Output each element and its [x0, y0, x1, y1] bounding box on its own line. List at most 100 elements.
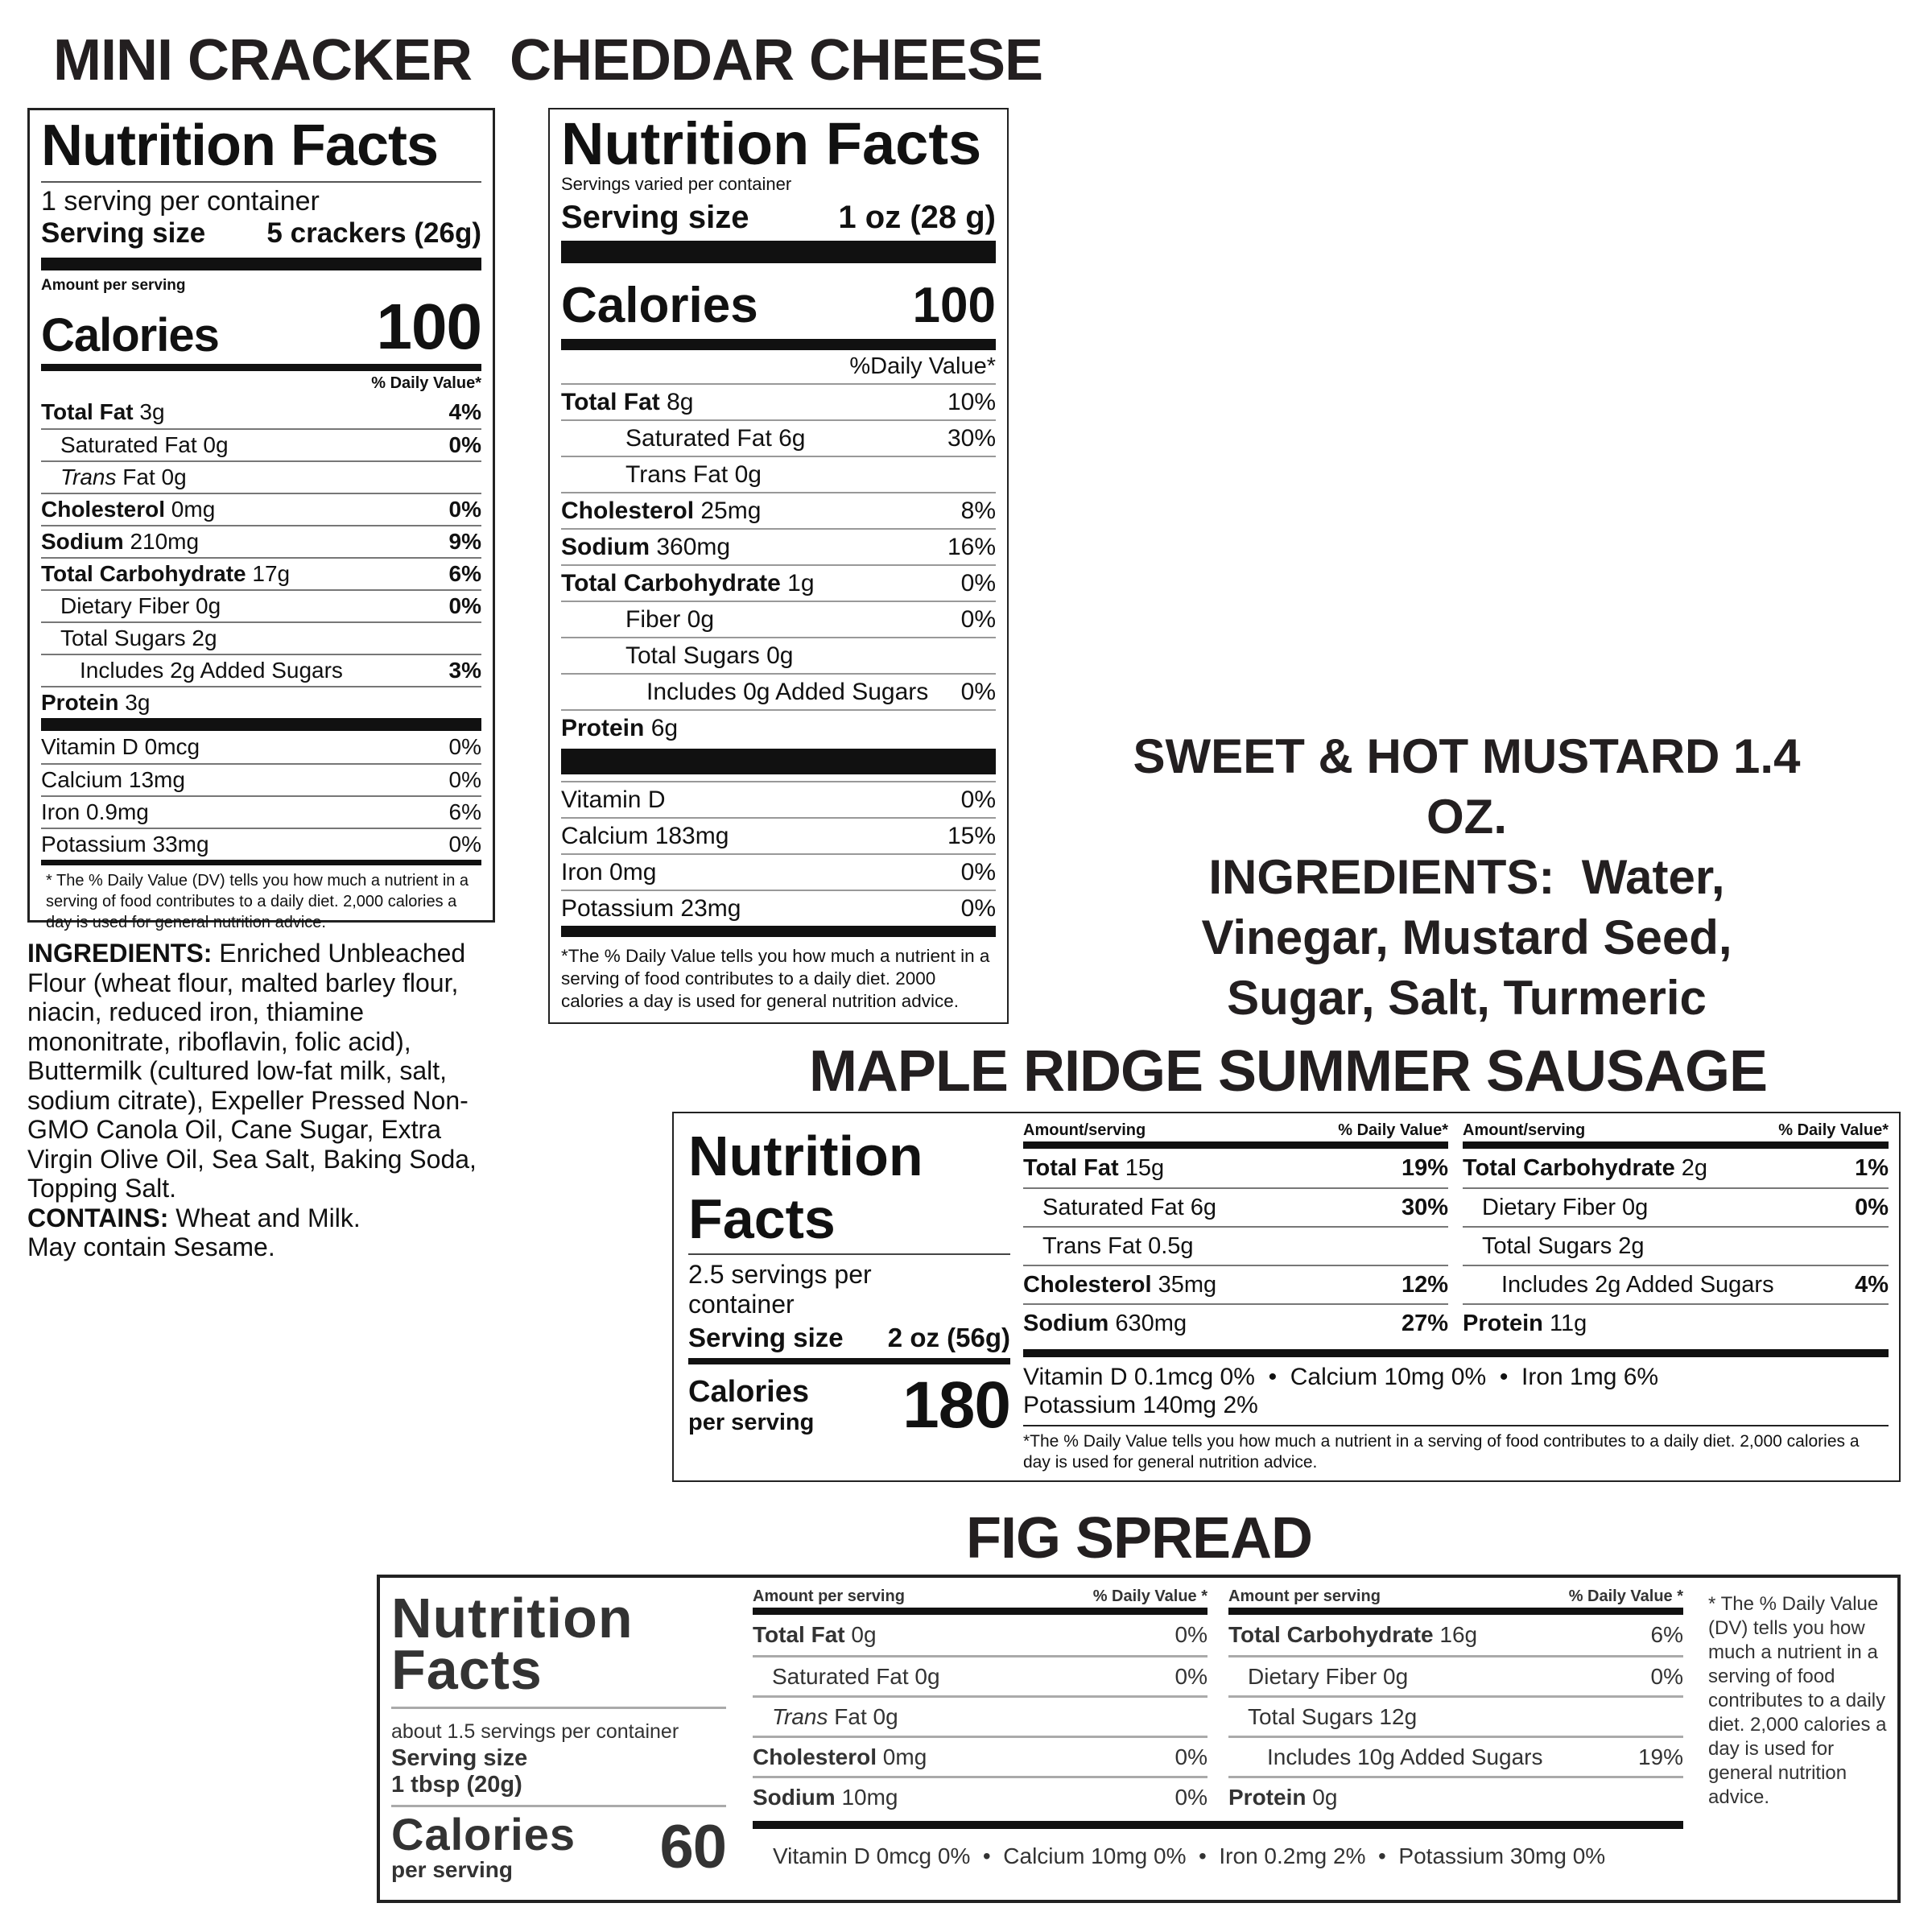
serving-size-label: Serving size [561, 200, 749, 235]
nutrient-text: Fat 0g [116, 464, 187, 489]
nutrient-name: Fiber 0g [625, 606, 714, 634]
thick-divider [1023, 1349, 1889, 1357]
nutrient-name: Potassium 33mg [41, 832, 209, 857]
daily-value-percent: 16% [947, 533, 996, 560]
nutrient-row: Total Fat 15g 19% [1023, 1149, 1448, 1187]
serving-size-value: 2 oz (56g) [887, 1323, 1010, 1352]
nutrient-text: Saturated Fat 6g [625, 424, 806, 452]
nutrient-text: Protein [1463, 1310, 1543, 1336]
ingredients-text: Water, Vinegar, Mustard Seed, Sugar, Sal… [1201, 850, 1732, 1025]
nutrient-row: Trans Fat 0.5g [1023, 1226, 1448, 1265]
nutrition-facts-heading: Nutrition Facts [41, 117, 481, 183]
label-left-block: Nutrition Facts 2.5 servings per contain… [688, 1125, 1011, 1442]
nutrient-text: Calcium 13mg [41, 767, 185, 792]
nutrient-text: Total Sugars 12g [1248, 1703, 1418, 1729]
nutrient-name: Dietary Fiber 0g [60, 593, 221, 619]
nutrient-text: 210mg [123, 529, 200, 554]
nutrient-rows: Total Fat 15g 19% Saturated Fat 6g 30% Trans… [1023, 1149, 1448, 1342]
nutrient-name: Cholesterol 35mg [1023, 1272, 1216, 1298]
nutrient-text: Iron 0mg [561, 858, 657, 886]
daily-value-percent: 19% [1637, 1744, 1683, 1769]
nutrient-name: Dietary Fiber 0g [1482, 1195, 1648, 1221]
nutrient-name: Total Fat 15g [1023, 1155, 1164, 1182]
daily-value-percent: 0% [448, 767, 481, 792]
nutrient-row: Potassium 23mg 0% [561, 890, 996, 926]
nutrient-text: 6g [644, 714, 679, 741]
nutrient-row: Calcium 13mg 0% [41, 763, 481, 795]
nutrient-text: Dietary Fiber 0g [1482, 1194, 1649, 1220]
servings-per-container: Servings varied per container [561, 174, 792, 194]
nutrient-text: 0mg [165, 497, 216, 522]
nutrient-text: 0mg [877, 1744, 927, 1769]
daily-value-percent: 12% [1401, 1271, 1448, 1298]
nutrient-name: Sodium 210mg [41, 529, 199, 555]
nutrient-text: 2g [1674, 1154, 1708, 1181]
nutrient-name: Cholesterol 0mg [753, 1744, 927, 1770]
mini-cracker-nutrition-label: Nutrition Facts 1 serving per container … [27, 108, 495, 931]
nutrient-name: Iron 0.9mg [41, 799, 149, 825]
nutrient-row: Total Fat 8g 10% [561, 383, 996, 419]
daily-value-percent: 0% [960, 894, 996, 922]
nutrient-row: Trans Fat 0g [561, 456, 996, 492]
nutrient-text: 16g [1433, 1622, 1478, 1647]
daily-value-percent: 4% [448, 399, 481, 424]
nutrient-row: Iron 0mg 0% [561, 853, 996, 890]
nutrient-text: 10mg [835, 1784, 898, 1810]
daily-value-header: % Daily Value * [1568, 1587, 1683, 1605]
nutrient-text: Trans Fat 0.5g [1042, 1232, 1194, 1259]
daily-value-percent: 0% [448, 734, 481, 759]
nutrient-row: Saturated Fat 6g 30% [561, 419, 996, 456]
nutrient-name: Total Sugars 2g [60, 625, 217, 651]
nutrient-name: Sodium 630mg [1023, 1311, 1187, 1337]
nutrient-row: Saturated Fat 6g 30% [1023, 1187, 1448, 1226]
nutrient-rows: Total Fat 3g 4% Saturated Fat 0g 0% Trans Fa… [41, 396, 481, 718]
calories-value: 180 [902, 1368, 1011, 1442]
nutrient-text: 11g [1542, 1310, 1587, 1336]
nutrient-text: Dietary Fiber 0g [60, 593, 221, 618]
nutrient-name: Trans Fat 0g [625, 461, 762, 489]
medium-divider [41, 364, 481, 371]
nutrient-text: Sodium [753, 1784, 836, 1810]
daily-value-percent: 4% [1855, 1271, 1889, 1298]
vitamin-rows: Vitamin D 0% Calcium 183mg 15% Iron 0mg 0% Pot… [561, 781, 996, 926]
nutrient-text: 0g [1306, 1784, 1338, 1810]
daily-value-header: % Daily Value* [371, 374, 481, 392]
nutrient-name: Total Sugars 2g [1482, 1233, 1645, 1260]
thick-divider [561, 749, 996, 774]
nutrient-row: Vitamin D 0mcg 0% [41, 731, 481, 763]
nutrient-name: Includes 10g Added Sugars [1267, 1744, 1542, 1770]
nutrition-facts-heading: Nutrition Facts [391, 1590, 726, 1709]
nutrient-name: Total Carbohydrate 16g [1228, 1622, 1477, 1648]
nutrient-text: Trans [772, 1703, 828, 1729]
nutrient-row: Protein 11g [1463, 1303, 1889, 1342]
nutrient-text: Total Fat [41, 399, 134, 424]
nutrient-name: Trans Fat 0g [772, 1704, 898, 1730]
nutrient-text: Total Carbohydrate [561, 569, 781, 597]
nutrient-text: Total Carbohydrate [1463, 1154, 1675, 1181]
contains-label: CONTAINS: [27, 1203, 169, 1232]
summer-sausage-title: MAPLE RIDGE SUMMER SAUSAGE [808, 1039, 1768, 1104]
nutrient-name: Calcium 13mg [41, 767, 185, 793]
nutrient-text: Sodium [1023, 1310, 1109, 1336]
daily-value-percent: 30% [947, 424, 996, 452]
nutrient-name: Protein 11g [1463, 1311, 1587, 1337]
nutrient-row: Saturated Fat 0g 0% [41, 428, 481, 460]
nutrient-text: 0g [844, 1622, 877, 1647]
nutrient-text: Total Fat [561, 388, 660, 415]
nutrient-name: Total Sugars 0g [625, 642, 793, 670]
fig-spread-nutrition-label: Nutrition Facts about 1.5 servings per c… [377, 1575, 1901, 1903]
nutrient-name: Vitamin D [561, 786, 666, 814]
daily-value-percent: 27% [1401, 1310, 1448, 1336]
serving-size-row: Serving size 1 oz (28 g) [561, 200, 996, 236]
bottom-divider [41, 860, 481, 865]
amount-per-serving: Amount per serving [41, 277, 186, 294]
daily-value-percent: 0% [960, 569, 996, 597]
nutrient-row: Includes 2g Added Sugars 3% [41, 654, 481, 686]
vitamin-rows: Vitamin D 0mcg 0% Calcium 13mg 0% Iron 0.9mg… [41, 731, 481, 860]
nutrient-name: Total Carbohydrate 1g [561, 570, 815, 597]
nutrient-text: Trans [60, 464, 117, 489]
nutrient-row: Total Fat 0g 0% [753, 1615, 1208, 1655]
nutrient-text: Total Carbohydrate [41, 561, 246, 586]
ingredients-label: INGREDIENTS: [1208, 850, 1555, 904]
nutrient-name: Protein 6g [561, 715, 678, 742]
